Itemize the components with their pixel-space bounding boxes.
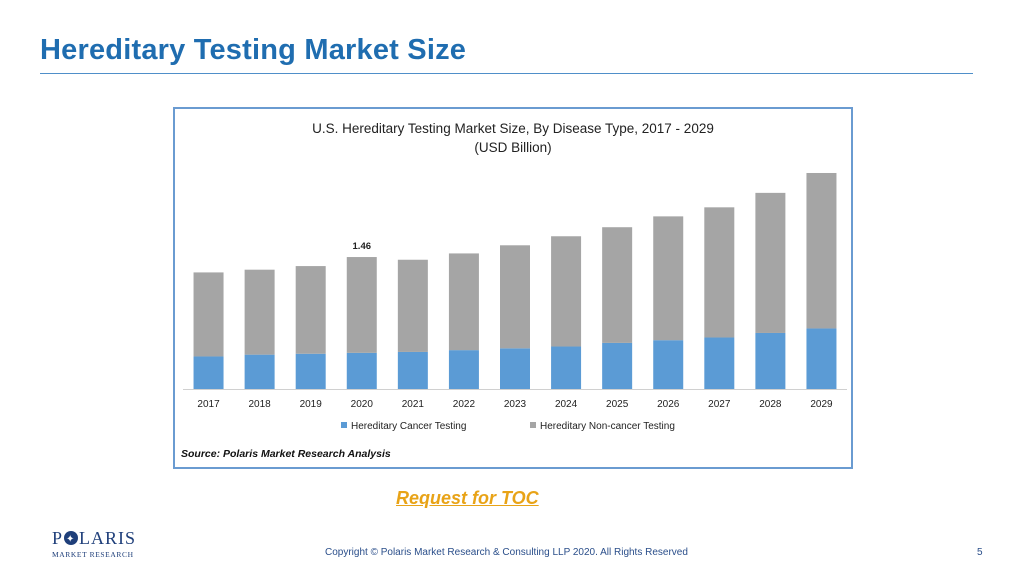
bar-non-cancer-2020	[346, 257, 377, 353]
chart-source-note: Source: Polaris Market Research Analysis	[181, 448, 391, 460]
page-number: 5	[977, 547, 983, 558]
slide-title: Hereditary Testing Market Size	[40, 34, 467, 66]
bar-non-cancer-2022	[448, 253, 479, 351]
bar-non-cancer-2024	[551, 236, 582, 347]
data-label-2020: 1.46	[353, 241, 372, 252]
bar-cancer-2025	[602, 342, 633, 389]
x-tick-label: 2020	[351, 399, 374, 410]
x-tick-label: 2029	[810, 399, 833, 410]
bar-cancer-2026	[653, 340, 684, 389]
legend-label-cancer: Hereditary Cancer Testing	[351, 421, 466, 432]
x-tick-label: 2025	[606, 399, 629, 410]
bar-non-cancer-2021	[397, 259, 428, 352]
bar-non-cancer-2017	[193, 272, 224, 357]
chart-panel: U.S. Hereditary Testing Market Size, By …	[173, 107, 853, 469]
stacked-bar-chart: 2017 2018 2019 2020 1.46 2021 2022 2023 2024 2025…	[183, 172, 847, 432]
x-tick-label: 2021	[402, 399, 425, 410]
x-tick-label: 2027	[708, 399, 731, 410]
bar-cancer-2017	[193, 356, 224, 389]
bar-non-cancer-2018	[244, 269, 275, 355]
bar-non-cancer-2019	[295, 266, 326, 354]
x-tick-label: 2028	[759, 399, 782, 410]
x-tick-label: 2024	[555, 399, 578, 410]
bar-non-cancer-2026	[653, 216, 684, 341]
bar-non-cancer-2028	[755, 192, 786, 333]
request-toc-link[interactable]: Request for TOC	[396, 488, 539, 508]
legend-swatch-non-cancer	[530, 422, 536, 428]
x-tick-label: 2018	[248, 399, 271, 410]
bar-cancer-2019	[295, 353, 326, 389]
x-tick-label: 2026	[657, 399, 680, 410]
x-tick-label: 2017	[197, 399, 220, 410]
legend-label-non-cancer: Hereditary Non-cancer Testing	[540, 421, 675, 432]
logo-text-right: LARIS	[79, 528, 137, 548]
chart-title-line2: (USD Billion)	[474, 140, 552, 155]
chart-title-line1: U.S. Hereditary Testing Market Size, By …	[312, 121, 714, 136]
legend-swatch-cancer	[341, 422, 347, 428]
logo-text-left: P	[52, 528, 64, 548]
chart-title: U.S. Hereditary Testing Market Size, By …	[175, 119, 851, 157]
bar-non-cancer-2025	[602, 227, 633, 343]
copyright-text: Copyright © Polaris Market Research & Co…	[325, 547, 688, 558]
bar-cancer-2020	[346, 352, 377, 389]
bar-cancer-2027	[704, 337, 735, 389]
bar-cancer-2023	[500, 348, 530, 389]
x-tick-label: 2023	[504, 399, 527, 410]
bar-cancer-2028	[755, 332, 786, 389]
bar-non-cancer-2027	[704, 207, 735, 338]
bar-non-cancer-2029	[806, 172, 837, 329]
bar-cancer-2022	[448, 350, 479, 389]
polaris-logo: P LARIS MARKET RESEARCH	[52, 529, 136, 559]
bar-cancer-2024	[551, 346, 582, 389]
bar-non-cancer-2023	[500, 245, 530, 349]
title-divider	[40, 73, 973, 74]
bar-cancer-2018	[244, 354, 275, 389]
bar-cancer-2021	[397, 351, 428, 389]
logo-subtitle: MARKET RESEARCH	[52, 550, 134, 559]
logo-star-icon	[64, 531, 79, 549]
x-tick-label: 2022	[453, 399, 476, 410]
bar-cancer-2029	[806, 328, 837, 389]
x-tick-label: 2019	[300, 399, 323, 410]
